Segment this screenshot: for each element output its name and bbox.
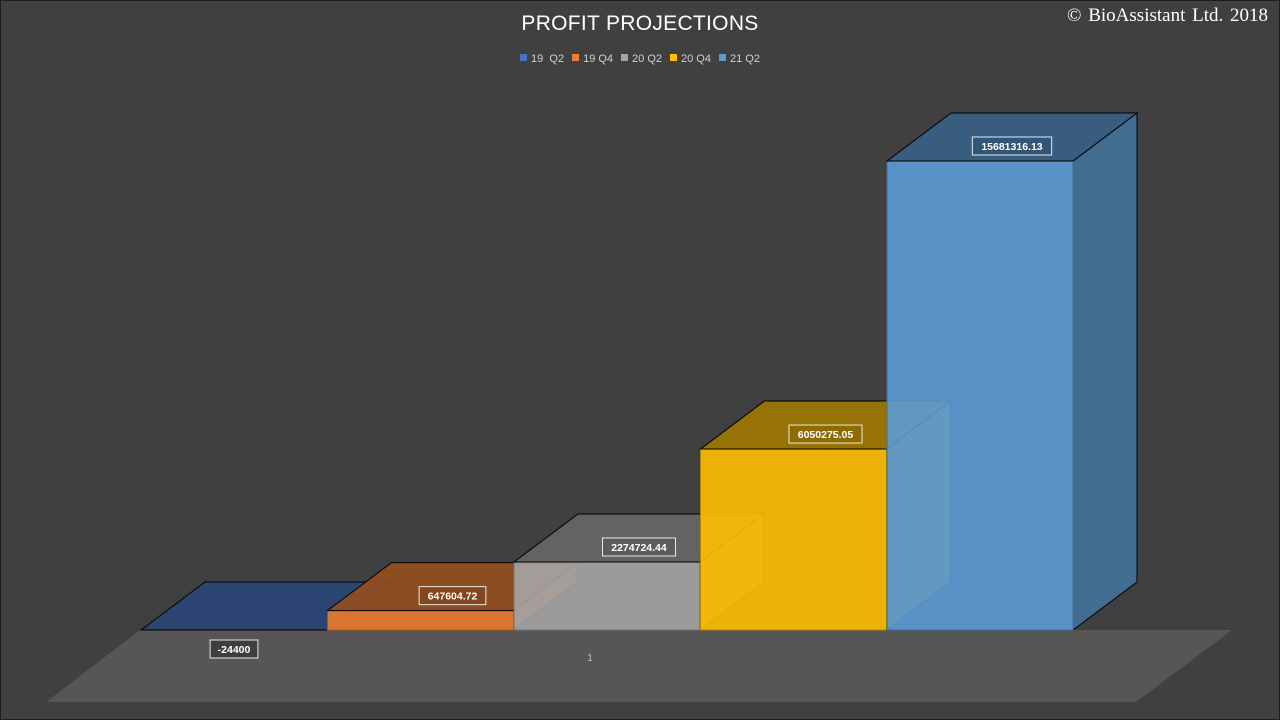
legend-item: 20 Q2 — [621, 53, 662, 65]
data-label-box — [602, 537, 676, 557]
data-label: -24400 — [209, 639, 259, 659]
legend-label: 19 Q2 — [531, 53, 565, 65]
data-label-group: -24400 647604.72 2274724.44 6050275.05 15681… — [209, 136, 1053, 659]
data-label-text: 2274724.44 — [611, 542, 667, 554]
copyright-notice: © BioAssistant Ltd. 2018 — [1067, 5, 1268, 26]
data-label: 6050275.05 — [788, 424, 863, 444]
data-label-text: 6050275.05 — [798, 429, 854, 441]
legend-item: 20 Q4 — [670, 53, 711, 65]
legend: 19 Q2 19 Q4 20 Q2 20 Q4 21 Q2 — [0, 53, 1280, 65]
legend-label: 21 Q2 — [729, 53, 760, 65]
legend-swatch — [520, 54, 528, 61]
legend-swatch — [718, 54, 726, 61]
x-tick-label: 1 — [587, 653, 593, 664]
data-label-text: -24400 — [218, 644, 251, 656]
data-label-text: 15681316.13 — [981, 141, 1042, 153]
legend-swatch — [572, 54, 580, 61]
data-label-box — [971, 136, 1053, 156]
data-label-box — [788, 424, 863, 444]
data-label-box — [209, 639, 259, 659]
data-label-text: 647604.72 — [428, 591, 478, 603]
legend-swatch — [621, 54, 629, 61]
legend-label: 20 Q2 — [632, 53, 663, 65]
data-label: 647604.72 — [418, 586, 487, 606]
legend-item: 19 Q4 — [572, 53, 613, 65]
legend-item: 21 Q2 — [718, 53, 760, 65]
bar-front — [513, 561, 701, 631]
bar-front — [886, 160, 1074, 631]
legend-item: 19 Q2 — [520, 53, 564, 65]
bar-front — [327, 610, 514, 631]
legend-label: 19 Q4 — [583, 53, 614, 65]
legend-swatch — [670, 54, 678, 61]
bar-front — [700, 448, 887, 631]
floor-plane — [46, 630, 1232, 702]
chart-title: PROFIT PROJECTIONS — [521, 12, 759, 35]
data-label: 15681316.13 — [971, 136, 1053, 156]
data-label-box — [418, 586, 487, 606]
bar-side — [1072, 112, 1138, 631]
bar — [885, 112, 1139, 631]
data-label: 2274724.44 — [602, 537, 676, 557]
legend-label: 20 Q4 — [681, 53, 711, 65]
